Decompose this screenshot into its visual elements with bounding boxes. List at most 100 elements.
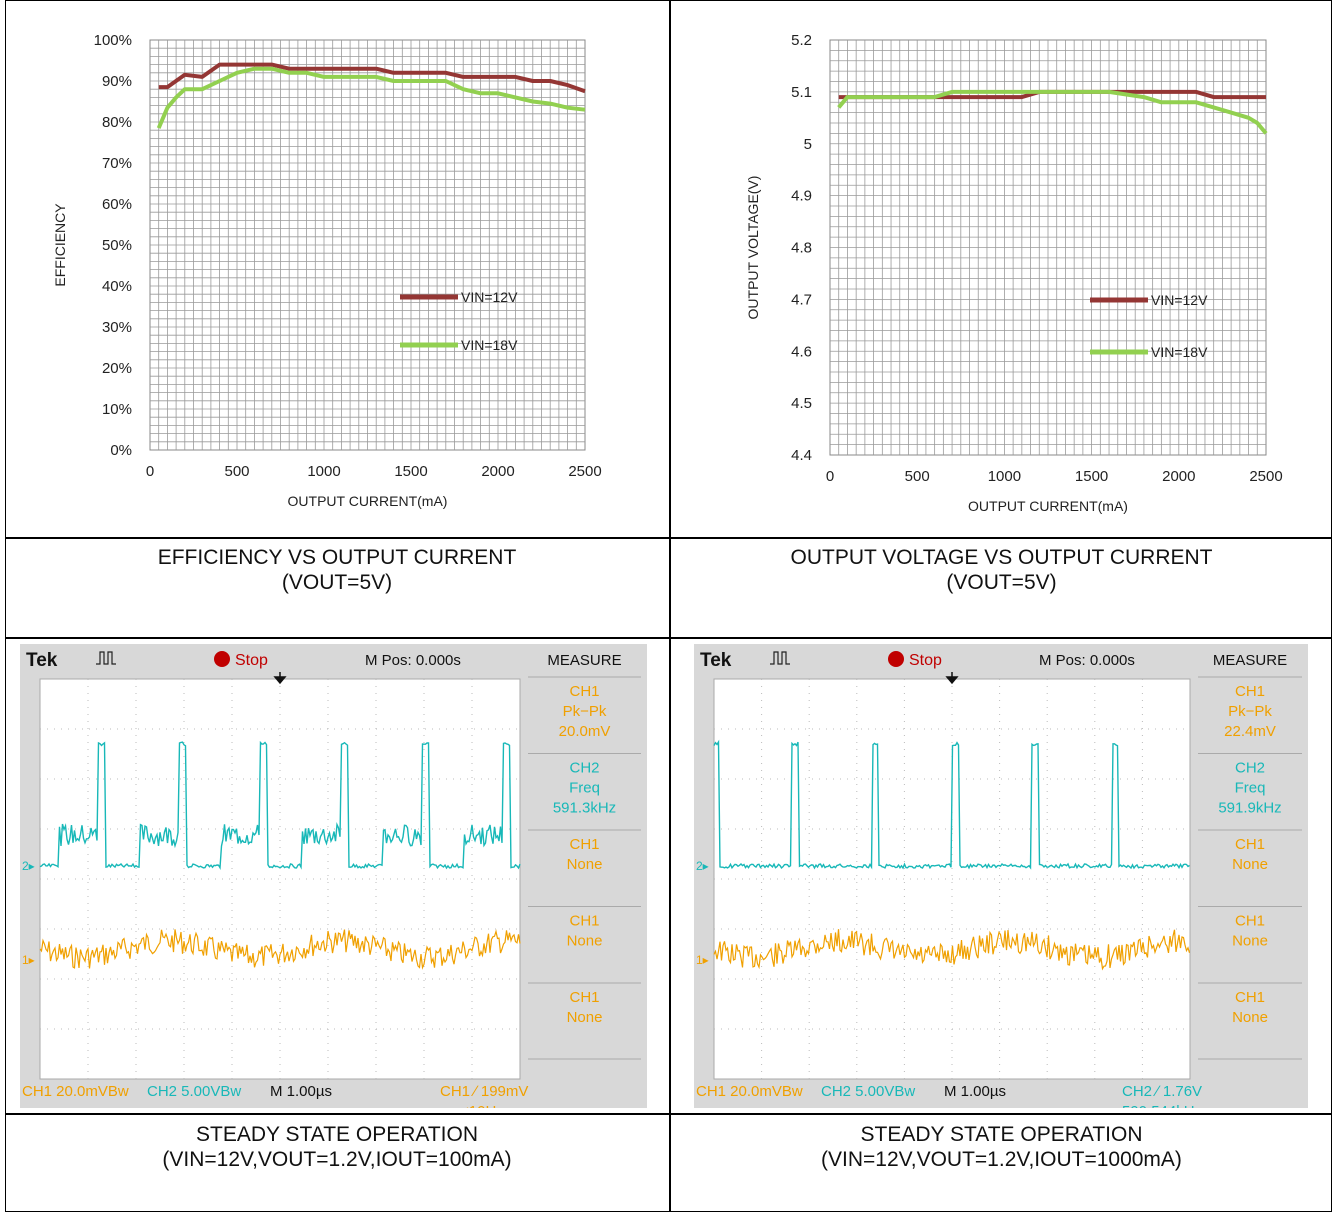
series-line (837, 89, 1268, 135)
x-tick-label: 500 (224, 463, 249, 480)
column-divider (669, 0, 671, 1212)
plot-area: 0 500 1000 1500 2000 2500 0% 10% 20% 30% 40% 50% 60%… (52, 32, 602, 509)
acquisition-icon (770, 651, 790, 665)
oscilloscope-screenshot-100ma: Tek Stop M Pos: 0.000s MEASURE CH1 Pk−Pk 20.0m… (20, 644, 647, 1108)
x-axis-label: OUTPUT CURRENT(mA) (288, 493, 448, 509)
y-axis-label: EFFICIENCY (52, 203, 68, 287)
ch2-scale: CH2 5.00VBw (821, 1083, 915, 1100)
status-label: Stop (909, 652, 942, 669)
output-voltage-chart: 0 500 1000 1500 2000 2500 4.4 4.5 4.6 4.7 4.8 4.9 5 5… (745, 32, 1283, 514)
ch2-trace (713, 739, 1190, 870)
x-tick-label: 0 (146, 463, 154, 480)
measure-type: None (1232, 1009, 1268, 1026)
ch1-scale: CH1 20.0mVBw (22, 1083, 129, 1100)
mpos-label: M Pos: 0.000s (1039, 652, 1135, 669)
ch1-marker: 1▸ (696, 953, 709, 967)
measure-type: None (1232, 856, 1268, 873)
scope-caption-100ma: STEADY STATE OPERATION (VIN=12V,VOUT=1.2… (5, 1122, 669, 1172)
measure-value: 591.3kHz (553, 800, 616, 817)
y-tick-label: 4.4 (791, 447, 812, 464)
scope-caption-1000ma: STEADY STATE OPERATION (VIN=12V,VOUT=1.2… (671, 1122, 1332, 1172)
row-divider (5, 1113, 1332, 1115)
y-tick-label: 40% (102, 278, 132, 295)
measure-type: None (567, 1009, 603, 1026)
caption-line: OUTPUT VOLTAGE VS OUTPUT CURRENT (790, 546, 1213, 569)
status-label: Stop (235, 652, 268, 669)
measure-channel: CH1 (569, 683, 599, 700)
trigger-readout: CH1 ∕ 199mV (440, 1083, 528, 1100)
x-tick-label: 2000 (481, 463, 514, 480)
series-line (156, 66, 586, 129)
stop-icon (214, 651, 230, 667)
caption-line: STEADY STATE OPERATION (860, 1123, 1143, 1146)
measure-type: Pk−Pk (1228, 703, 1272, 720)
measure-title: MEASURE (547, 652, 621, 669)
measure-type: Pk−Pk (563, 703, 607, 720)
y-tick-label: 70% (102, 155, 132, 172)
measure-channel: CH1 (569, 836, 599, 853)
x-tick-label: 2500 (568, 463, 601, 480)
measure-value: 22.4mV (1224, 723, 1276, 740)
y-tick-label: 5.1 (791, 84, 812, 101)
measure-title: MEASURE (1213, 652, 1287, 669)
scope-screen: Tek Stop M Pos: 0.000s MEASURE CH1 Pk−Pk 20.0m… (20, 644, 647, 1108)
ch1-trace (713, 929, 1191, 971)
x-tick-label: 1500 (394, 463, 427, 480)
measure-channel: CH2 (569, 760, 599, 777)
x-tick-label: 2000 (1162, 468, 1195, 485)
caption-line: (VIN=12V,VOUT=1.2V,IOUT=100mA) (162, 1148, 512, 1171)
y-tick-label: 4.5 (791, 395, 812, 412)
measure-type: Freq (569, 780, 600, 797)
measure-type: None (567, 856, 603, 873)
legend-entry: VIN=18V (1151, 344, 1208, 360)
chart-caption-voltage: OUTPUT VOLTAGE VS OUTPUT CURRENT (VOUT=5… (671, 545, 1332, 595)
x-tick-label: 1500 (1075, 468, 1108, 485)
legend-entry: VIN=12V (461, 289, 518, 305)
y-tick-label: 20% (102, 360, 132, 377)
measure-channel: CH1 (1235, 683, 1265, 700)
trigger-frequency: 590.544kHz (1122, 1103, 1202, 1108)
ch1-marker: 1▸ (22, 953, 35, 967)
y-tick-label: 50% (102, 237, 132, 254)
trigger-frequency: <10Hz (460, 1103, 504, 1108)
y-tick-label: 4.6 (791, 343, 812, 360)
x-tick-label: 1000 (307, 463, 340, 480)
y-tick-label: 80% (102, 114, 132, 131)
scope-screen: Tek Stop M Pos: 0.000s MEASURE CH1 Pk−Pk 22.4m… (694, 644, 1308, 1108)
y-tick-label: 4.9 (791, 188, 812, 205)
measure-channel: CH2 (1235, 760, 1265, 777)
ch1-scale: CH1 20.0mVBw (696, 1083, 803, 1100)
y-tick-label: 5 (804, 136, 812, 153)
y-tick-label: 4.7 (791, 291, 812, 308)
trigger-position-icon (273, 672, 287, 685)
acquisition-icon (96, 651, 116, 665)
measure-channel: CH1 (1235, 836, 1265, 853)
ch2-scale: CH2 5.00VBw (147, 1083, 241, 1100)
timebase: M 1.00µs (270, 1083, 332, 1100)
y-tick-label: 100% (94, 32, 132, 49)
caption-line: EFFICIENCY VS OUTPUT CURRENT (157, 546, 517, 569)
measure-channel: CH1 (569, 989, 599, 1006)
trigger-readout: CH2 ∕ 1.76V (1122, 1083, 1202, 1100)
x-tick-label: 0 (826, 468, 834, 485)
measure-type: None (1232, 933, 1268, 950)
row-divider (5, 537, 1332, 539)
ch2-marker: 2▸ (22, 859, 35, 873)
legend-entry: VIN=18V (461, 337, 518, 353)
caption-line: (VOUT=5V) (281, 571, 393, 594)
trigger-position-icon (945, 672, 959, 685)
ch2-marker: 2▸ (696, 859, 709, 873)
y-tick-label: 5.2 (791, 32, 812, 49)
row-divider (5, 637, 1332, 639)
stop-icon (888, 651, 904, 667)
plot-area: 0 500 1000 1500 2000 2500 4.4 4.5 4.6 4.7 4.8 4.9 5 5… (745, 32, 1283, 514)
x-tick-label: 1000 (988, 468, 1021, 485)
brand-label: Tek (700, 650, 732, 671)
y-tick-label: 10% (102, 401, 132, 418)
y-tick-label: 0% (110, 442, 132, 459)
measure-value: 591.9kHz (1218, 800, 1281, 817)
ch1-trace (39, 929, 521, 970)
brand-label: Tek (26, 650, 58, 671)
chart-caption-efficiency: EFFICIENCY VS OUTPUT CURRENT (VOUT=5V) (5, 545, 669, 595)
y-axis-label: OUTPUT VOLTAGE(V) (745, 176, 761, 320)
